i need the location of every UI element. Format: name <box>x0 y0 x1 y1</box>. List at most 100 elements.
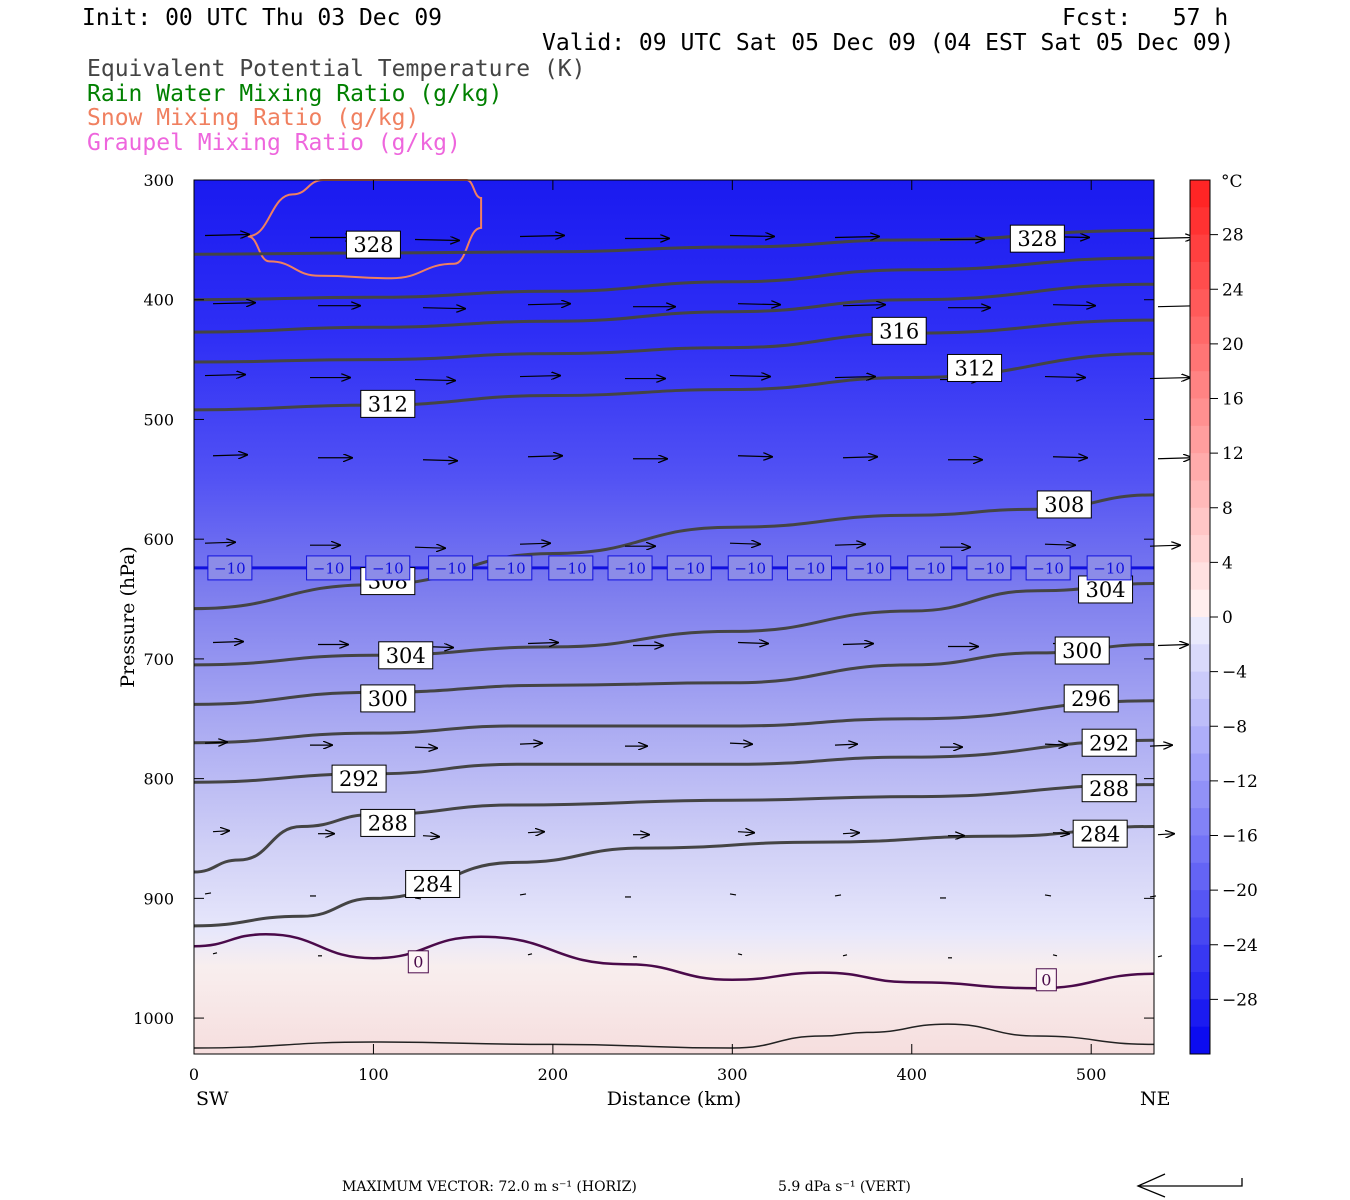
wind-vector <box>737 643 768 644</box>
colorbar-bin <box>1190 617 1210 645</box>
isotherm-minus10-label: −10 <box>794 559 826 577</box>
isotherm-minus10-label-box <box>966 555 1012 581</box>
wind-vector <box>1149 237 1194 238</box>
theta-e-label-304: 304 <box>386 644 426 668</box>
isotherm-0-label-box <box>407 950 429 974</box>
wind-vector <box>737 953 743 956</box>
theta-e-label-288: 288 <box>1089 777 1129 801</box>
isotherm-0-label: 0 <box>413 953 423 972</box>
colorbar-label: 28 <box>1222 226 1244 246</box>
y-tick-label: 300 <box>143 171 174 190</box>
wind-vector <box>1044 744 1067 745</box>
snow-contour <box>247 178 483 280</box>
theta-e-label-328-box <box>345 230 401 259</box>
colorbar-bin <box>1190 316 1210 345</box>
wind-vector <box>204 234 249 235</box>
wind-vector <box>834 744 857 745</box>
colorbar-bin <box>1190 289 1210 318</box>
theta-e-label-304: 304 <box>1086 578 1126 602</box>
wind-vector <box>1052 833 1069 834</box>
wind-vector <box>204 892 212 895</box>
theta-e-label-292-box <box>1081 728 1137 757</box>
wind-vector <box>422 308 465 309</box>
legend-rain: Rain Water Mixing Ratio (g/kg) <box>87 81 503 107</box>
theta-e-label-312-box <box>947 353 1003 382</box>
isotherm-minus10-label: −10 <box>734 559 766 577</box>
theta-e-label-296-box <box>1063 684 1119 713</box>
colorbar-bin <box>1190 726 1210 755</box>
colorbar-label: 0 <box>1222 608 1233 628</box>
theta-e-contour-320 <box>193 282 1155 334</box>
wind-vector <box>414 747 437 748</box>
theta-e-label-316-box <box>871 316 927 345</box>
wind-vector <box>204 542 235 543</box>
colorbar-bin <box>1190 890 1210 918</box>
theta-e-label-300: 300 <box>1062 639 1102 663</box>
isotherm-minus10-label-box <box>1025 555 1071 581</box>
theta-e-label-316: 316 <box>879 319 919 343</box>
wind-vector <box>737 832 754 833</box>
colorbar-bin <box>1190 999 1210 1028</box>
colorbar-bin <box>1190 234 1210 263</box>
wind-vector <box>729 235 774 236</box>
colorbar-label: 8 <box>1222 499 1233 519</box>
colorbar-bin <box>1190 753 1210 782</box>
wind-vector <box>519 235 564 236</box>
legend-graupel: Graupel Mixing Ratio (g/kg) <box>87 130 461 156</box>
isotherm-minus10-label-box <box>365 555 411 581</box>
theta-e-label-308-box <box>1036 490 1092 519</box>
colorbar-bin <box>1190 398 1210 427</box>
wind-vector <box>842 305 885 306</box>
wind-vector <box>729 743 752 744</box>
colorbar-label: −20 <box>1222 881 1258 901</box>
colorbar-bin <box>1190 917 1210 946</box>
forecast-hour: Fcst: 57 h <box>1062 5 1229 31</box>
wind-vector <box>212 642 243 643</box>
wind-vector <box>422 460 457 461</box>
theta-e-label-312: 312 <box>368 392 408 416</box>
isotherm-minus10-label: −10 <box>614 559 646 577</box>
colorbar: 28 24 20 16 12 8 4 0 −4 −8 −12 −16 −20 −24 −28 <box>1189 179 1258 1055</box>
isotherm-minus10-label: −10 <box>914 559 946 577</box>
wind-vector <box>527 456 562 457</box>
wind-vector <box>1157 458 1192 459</box>
theta-e-label-284-box <box>1072 819 1128 848</box>
colorbar-bin <box>1190 507 1210 536</box>
reference-vector-arrow <box>1136 1173 1243 1198</box>
isotherm-minus10-label-box <box>907 555 953 581</box>
colorbar-bin <box>1190 644 1210 673</box>
y-tick-label: 700 <box>143 650 174 669</box>
isotherm-minus10-label-box <box>1086 555 1132 581</box>
colorbar-label: −8 <box>1222 717 1247 737</box>
wind-vector <box>1149 378 1190 379</box>
y-axis-title: Pressure (hPa) <box>117 546 139 688</box>
plot-background <box>194 180 1154 1054</box>
y-tick-label: 600 <box>143 530 174 549</box>
theta-e-label-284: 284 <box>413 873 453 897</box>
colorbar-bin <box>1190 862 1210 891</box>
wind-vector <box>212 952 218 955</box>
colorbar-bin <box>1190 808 1210 836</box>
wind-vector <box>834 544 865 545</box>
wind-vector <box>414 547 445 548</box>
wind-vector <box>519 893 527 896</box>
wind-vector <box>212 831 229 832</box>
isotherm-minus10-label-box <box>786 555 832 581</box>
wind-vector <box>519 743 542 744</box>
wind-vector <box>414 897 422 900</box>
colorbar-bin <box>1190 671 1210 700</box>
wind-vector <box>1157 834 1174 835</box>
colorbar-bin <box>1190 1026 1210 1055</box>
wind-vector <box>527 953 533 956</box>
isotherm-minus10-label-box <box>727 555 773 581</box>
y-tick-label: 1000 <box>133 1009 174 1028</box>
wind-vector <box>842 644 873 645</box>
isotherm-minus10-label-box <box>207 555 253 581</box>
wind-vector <box>1044 544 1075 545</box>
surface-line <box>193 1023 1155 1049</box>
isotherm-minus10-label: −10 <box>494 559 526 577</box>
wind-vector <box>1149 895 1157 898</box>
wind-vector <box>1149 545 1180 546</box>
theta-e-contour-316 <box>193 318 1155 364</box>
valid-time: Valid: 09 UTC Sat 05 Dec 09 (04 EST Sat … <box>542 30 1235 56</box>
